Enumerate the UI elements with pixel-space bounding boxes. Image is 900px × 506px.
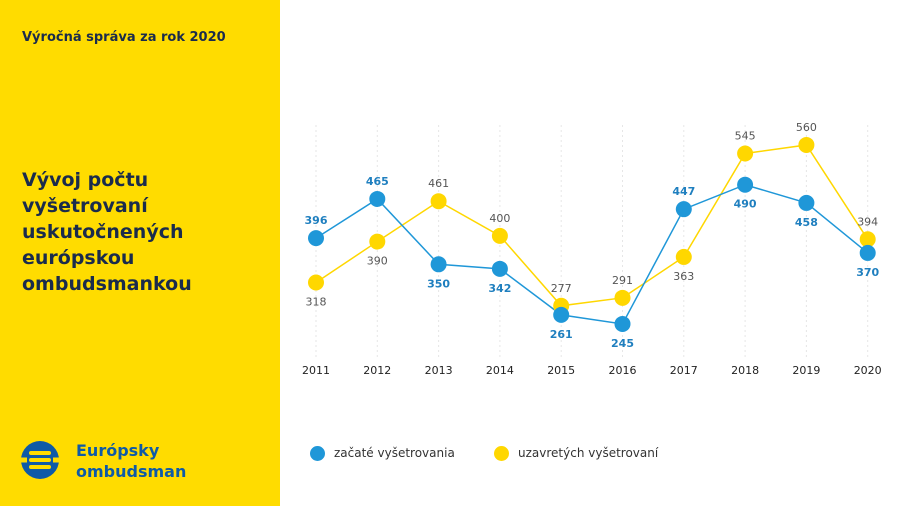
x-tick-label: 2012	[363, 364, 391, 377]
data-label-started: 261	[550, 328, 573, 341]
x-tick-label: 2013	[425, 364, 453, 377]
data-point-started	[491, 260, 508, 277]
legend-label-started: začaté vyšetrovania	[334, 446, 455, 460]
data-point-closed	[675, 248, 692, 265]
logo: Európsky ombudsman	[20, 440, 280, 482]
data-point-started	[614, 315, 631, 332]
x-tick-label: 2020	[854, 364, 882, 377]
chart-title: Vývoj počtu vyšetrovaní uskutočnených eu…	[22, 167, 272, 297]
european-ombudsman-logo-icon	[20, 441, 60, 479]
data-label-started: 458	[795, 216, 818, 229]
data-label-started: 396	[305, 214, 328, 227]
data-point-closed	[491, 227, 508, 244]
data-label-started: 342	[488, 282, 511, 295]
data-label-closed: 394	[857, 215, 878, 228]
data-point-started	[553, 306, 570, 323]
data-point-closed	[369, 233, 386, 250]
x-tick-label: 2015	[547, 364, 575, 377]
data-label-started: 370	[856, 266, 879, 279]
x-tick-label: 2016	[609, 364, 637, 377]
data-label-closed: 318	[306, 295, 327, 308]
data-point-started	[798, 194, 815, 211]
data-point-closed	[859, 231, 876, 248]
data-label-closed: 363	[673, 270, 694, 283]
data-label-closed: 291	[612, 274, 633, 287]
data-label-closed: 545	[735, 129, 756, 142]
data-label-closed: 461	[428, 177, 449, 190]
logo-text-line: ombudsman	[76, 462, 187, 481]
series-line-started	[315, 183, 869, 325]
data-point-closed	[308, 274, 324, 291]
data-label-closed: 277	[551, 282, 572, 295]
data-label-closed: 560	[796, 121, 817, 134]
data-label-started: 490	[734, 198, 757, 211]
x-tick-label: 2017	[670, 364, 698, 377]
legend-marker-started	[310, 446, 325, 461]
x-tick-label: 2011	[302, 364, 330, 377]
data-point-closed	[737, 145, 754, 162]
data-label-started: 350	[427, 277, 450, 290]
data-point-closed	[798, 136, 815, 153]
logo-text-line: Európsky	[76, 441, 160, 460]
x-tick-label: 2019	[792, 364, 820, 377]
data-point-started	[859, 244, 876, 261]
data-point-started	[430, 256, 447, 273]
data-label-closed: 400	[489, 212, 510, 225]
legend-marker-closed	[494, 446, 509, 461]
data-point-started	[369, 190, 386, 207]
legend-label-closed: uzavretých vyšetrovaní	[518, 446, 659, 460]
legend: začaté vyšetrovania uzavretých vyšetrova…	[0, 445, 900, 465]
data-point-started	[308, 230, 324, 247]
data-point-started	[675, 201, 692, 218]
data-point-started	[737, 176, 754, 193]
data-label-closed: 390	[367, 255, 388, 268]
data-label-started: 245	[611, 337, 634, 350]
chart-title-line: ombudsmankou	[22, 273, 192, 295]
x-tick-label: 2014	[486, 364, 514, 377]
logo-text: Európsky ombudsman	[76, 440, 186, 482]
x-tick-label: 2018	[731, 364, 759, 377]
sidebar-panel: Výročná správa za rok 2020 Vývoj počtu v…	[0, 0, 280, 506]
report-label: Výročná správa za rok 2020	[22, 30, 226, 45]
data-label-started: 447	[672, 185, 695, 198]
series-line-closed	[315, 144, 869, 307]
chart-title-line: európskou	[22, 247, 135, 269]
chart-title-line: uskutočnených	[22, 221, 184, 243]
chart-title-line: Vývoj počtu vyšetrovaní	[22, 169, 149, 217]
data-point-closed	[430, 193, 447, 210]
data-point-closed	[614, 289, 631, 306]
data-label-started: 465	[366, 175, 389, 188]
